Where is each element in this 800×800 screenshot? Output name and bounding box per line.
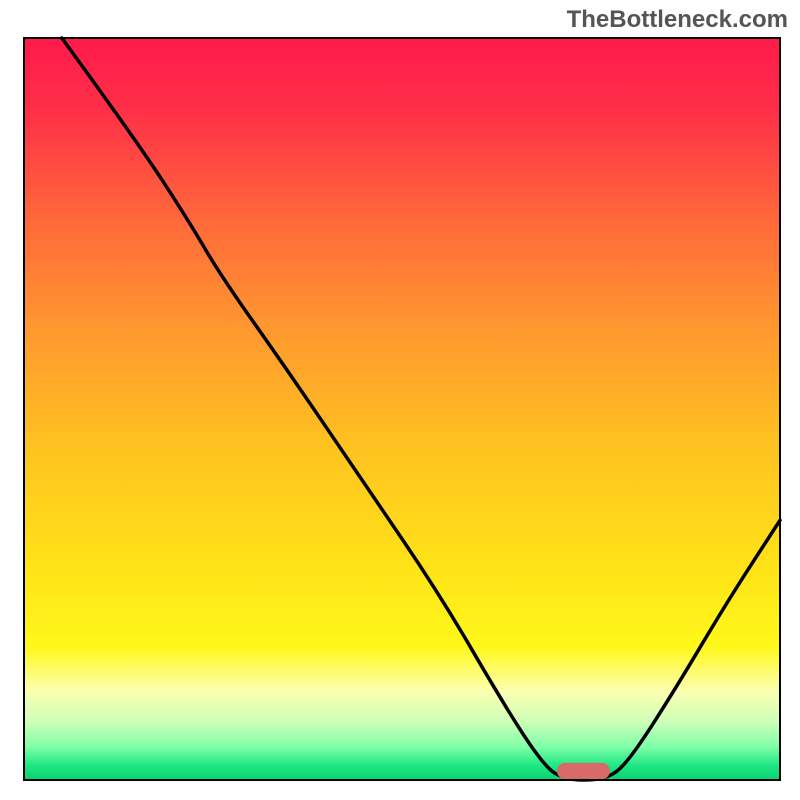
optimal-marker — [557, 763, 610, 779]
watermark-text: TheBottleneck.com — [567, 6, 788, 34]
chart-container: TheBottleneck.com — [0, 0, 800, 800]
plot-background — [24, 38, 780, 780]
bottleneck-chart — [0, 0, 800, 800]
